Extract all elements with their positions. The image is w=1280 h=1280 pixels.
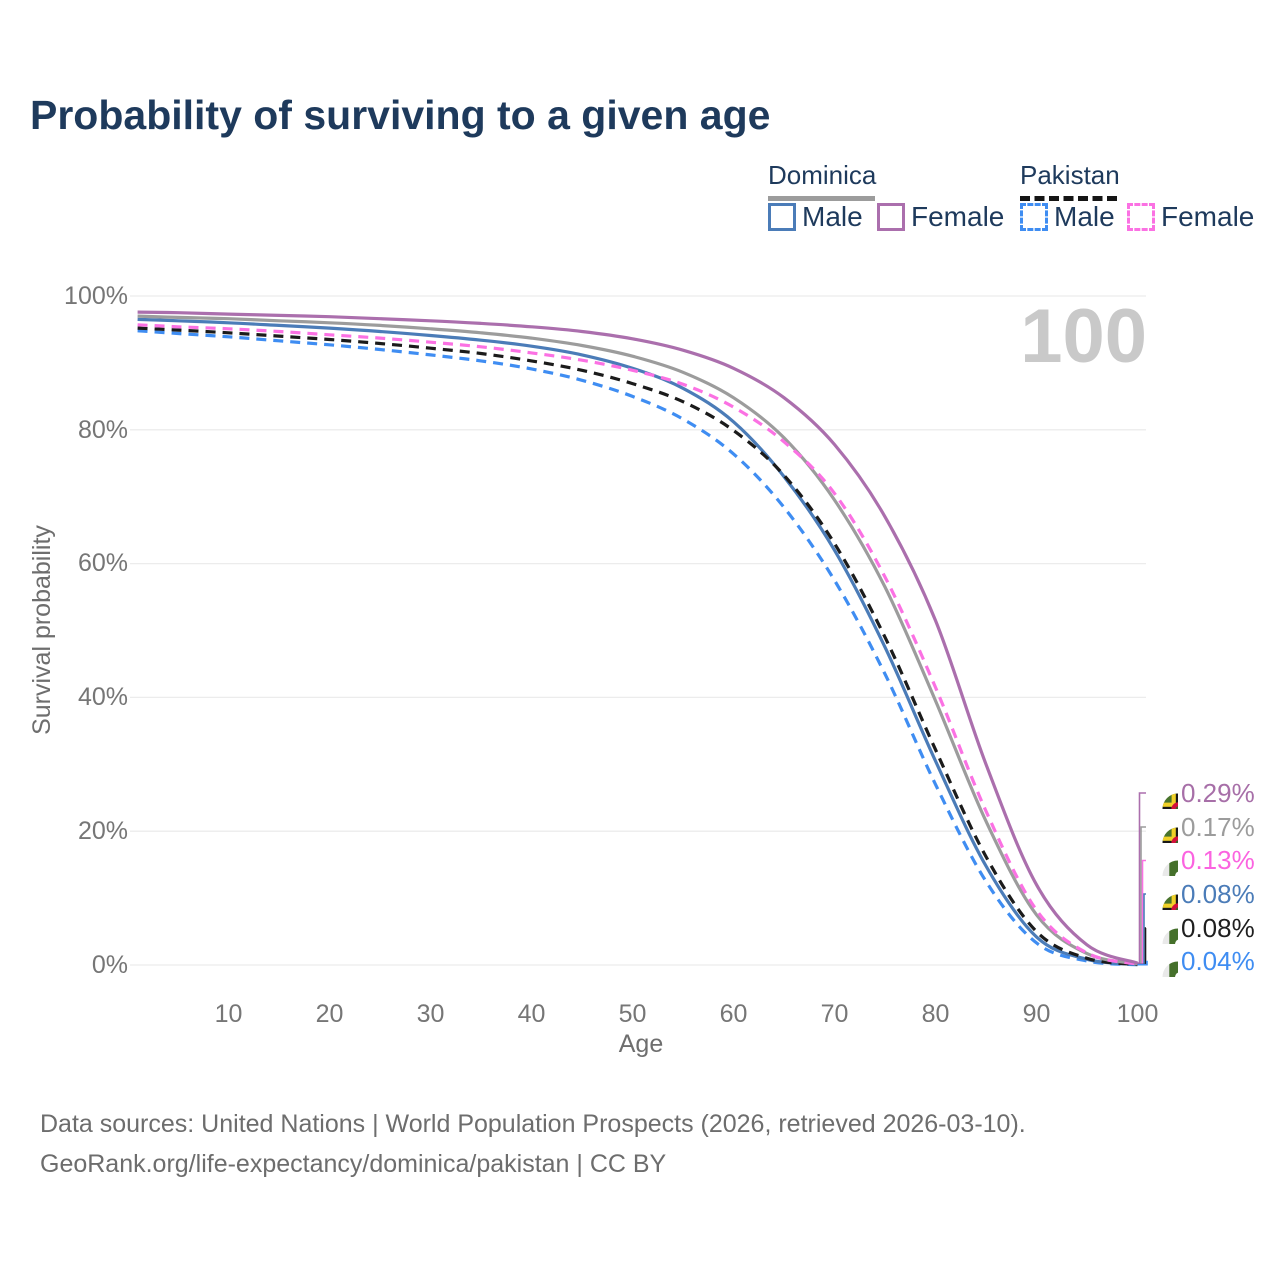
- pakistan-flag-icon: [1147, 946, 1178, 977]
- end-label-dominica-both[interactable]: 0.17%: [1147, 811, 1255, 843]
- pakistan-flag-icon: [1147, 913, 1178, 944]
- legend-item-pakistan-male[interactable]: Male: [1020, 201, 1115, 233]
- end-value: 0.17%: [1181, 811, 1255, 842]
- swatch-pakistan-female: [1127, 203, 1155, 231]
- line-pakistan-female[interactable]: [137, 323, 1138, 966]
- legend-item-pakistan-female[interactable]: Female: [1127, 201, 1254, 233]
- legend-label: Male: [802, 201, 863, 232]
- end-label-pakistan-male[interactable]: 0.04%: [1147, 946, 1255, 978]
- svg-text:0%: 0%: [92, 951, 128, 979]
- line-dominica-both-sexes[interactable]: [137, 314, 1138, 966]
- end-value: 0.08%: [1181, 878, 1255, 909]
- legend-pakistan-line-sample: [1020, 196, 1117, 201]
- svg-text:40: 40: [518, 1000, 546, 1028]
- age-watermark: 100: [1020, 294, 1147, 379]
- svg-text:40%: 40%: [78, 683, 128, 711]
- gridlines: [130, 295, 1146, 966]
- legend-country-pakistan: Pakistan: [1020, 160, 1120, 190]
- page-title: Probability of surviving to a given age: [30, 92, 771, 138]
- legend-group-dominica: Dominica: [768, 160, 876, 201]
- end-value: 0.13%: [1181, 845, 1255, 875]
- legend-item-dominica-male[interactable]: Male: [768, 201, 863, 233]
- data-sources-note: Data sources: United Nations | World Pop…: [40, 1110, 1026, 1138]
- end-value: 0.29%: [1181, 777, 1255, 808]
- legend-group-pakistan: Pakistan: [1020, 160, 1120, 201]
- legend-label: Male: [1054, 201, 1115, 232]
- svg-text:80: 80: [922, 1000, 950, 1028]
- attribution-note: GeoRank.org/life-expectancy/dominica/pak…: [40, 1150, 667, 1178]
- svg-text:100%: 100%: [64, 282, 128, 310]
- pakistan-flag-icon: [1147, 845, 1178, 876]
- dominica-flag-icon: [1147, 879, 1178, 910]
- svg-text:70: 70: [821, 1000, 849, 1028]
- svg-text:30: 30: [417, 1000, 445, 1028]
- line-dominica-female[interactable]: [137, 310, 1139, 965]
- legend-country-dominica: Dominica: [768, 160, 877, 190]
- series-lines: [137, 310, 1139, 967]
- end-label-pakistan-both[interactable]: 0.08%: [1147, 912, 1255, 944]
- legend-label: Female: [911, 201, 1005, 232]
- x-axis-title: Age: [619, 1030, 663, 1058]
- end-value: 0.04%: [1181, 946, 1255, 976]
- svg-text:80%: 80%: [78, 416, 128, 444]
- end-label-dominica-female[interactable]: 0.29%: [1147, 777, 1255, 809]
- line-pakistan-both-sexes[interactable]: [137, 326, 1138, 967]
- svg-text:20: 20: [316, 1000, 344, 1028]
- end-label-connectors: [1137, 792, 1148, 966]
- swatch-dominica-male: [768, 203, 796, 231]
- x-axis-tick-labels: 10 20 30 40 50 60 70 80 90 100: [215, 1000, 1159, 1028]
- svg-text:100: 100: [1117, 1000, 1159, 1028]
- line-dominica-male[interactable]: [137, 317, 1138, 967]
- svg-text:50: 50: [619, 1000, 647, 1028]
- swatch-pakistan-male: [1020, 203, 1048, 231]
- dominica-flag-icon: [1147, 778, 1178, 809]
- line-pakistan-male[interactable]: [137, 329, 1138, 967]
- legend-dominica-line-sample: [768, 196, 875, 201]
- end-label-dominica-male[interactable]: 0.08%: [1147, 878, 1255, 910]
- svg-text:90: 90: [1023, 1000, 1051, 1028]
- svg-text:20%: 20%: [78, 817, 128, 845]
- svg-text:60%: 60%: [78, 549, 128, 577]
- svg-text:10: 10: [215, 1000, 243, 1028]
- end-label-pakistan-female[interactable]: 0.13%: [1147, 845, 1255, 877]
- y-axis-title: Survival probability: [28, 525, 56, 735]
- legend-item-dominica-female[interactable]: Female: [877, 201, 1004, 233]
- dominica-flag-icon: [1147, 812, 1178, 843]
- end-value: 0.08%: [1181, 912, 1255, 943]
- svg-text:60: 60: [720, 1000, 748, 1028]
- swatch-dominica-female: [877, 203, 905, 231]
- legend-label: Female: [1161, 201, 1255, 232]
- y-axis-tick-labels: 0% 20% 40% 60% 80% 100%: [64, 282, 128, 979]
